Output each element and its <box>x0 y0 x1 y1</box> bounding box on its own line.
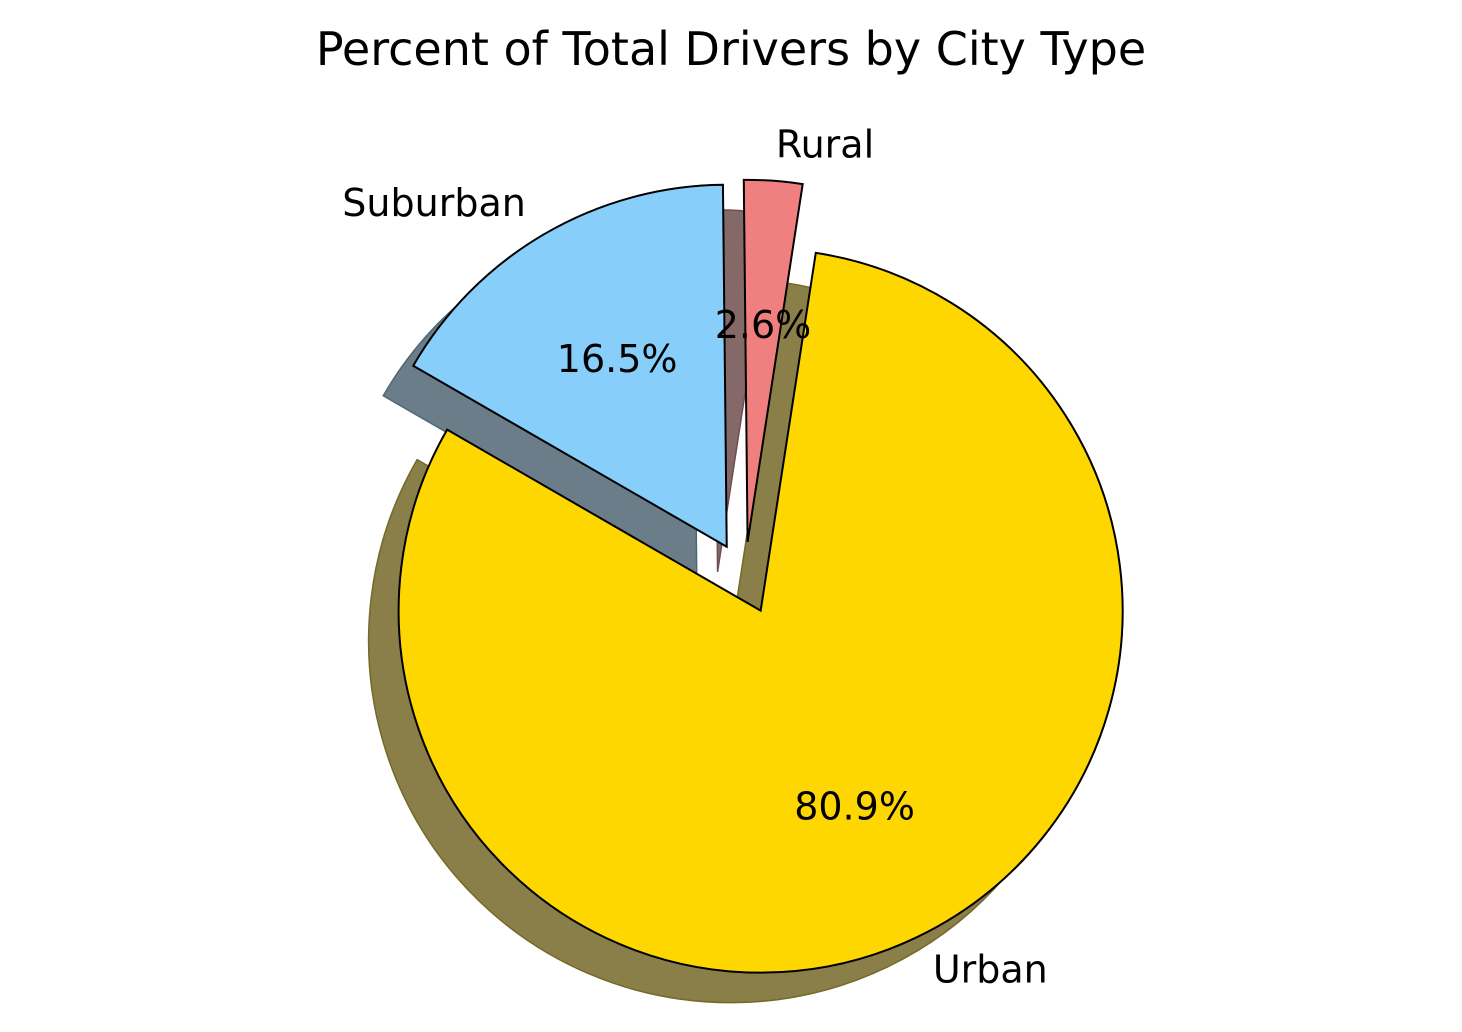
slice-rural <box>742 178 804 543</box>
slice-suburban <box>411 183 728 549</box>
label-suburban: Suburban <box>342 181 526 225</box>
label-layer: Urban 80.9% Rural 2.6% Suburban 16.5% <box>342 123 1047 992</box>
label-urban: Urban <box>933 948 1048 992</box>
percent-label-urban: 80.9% <box>794 784 915 828</box>
slice-urban <box>397 251 1124 974</box>
wedge-layer <box>397 178 1124 974</box>
label-rural: Rural <box>776 123 874 167</box>
percent-label-rural: 2.6% <box>715 303 812 347</box>
chart-title: Percent of Total Drivers by City Type <box>315 22 1147 76</box>
percent-label-suburban: 16.5% <box>557 337 678 381</box>
